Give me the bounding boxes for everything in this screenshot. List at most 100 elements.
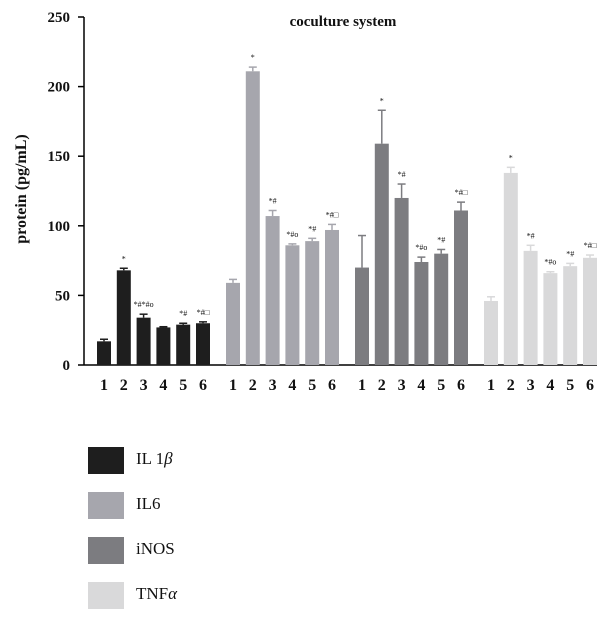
significance-label: *#o xyxy=(415,243,427,252)
legend-label-text: TNF xyxy=(136,584,168,603)
bar xyxy=(395,198,409,365)
bar xyxy=(246,71,260,365)
legend-swatch xyxy=(88,537,124,564)
significance-label: *# xyxy=(398,170,406,179)
x-tick-label: 5 xyxy=(179,377,187,394)
bar xyxy=(543,273,557,365)
x-tick-label: 1 xyxy=(487,377,495,394)
bar xyxy=(414,262,428,365)
y-tick-label: 0 xyxy=(63,358,71,374)
x-tick-label: 3 xyxy=(140,377,148,394)
x-tick-label: 3 xyxy=(398,377,406,394)
legend-label-text: IL6 xyxy=(136,494,161,513)
series-1: 1 * 2 *#*#o 3 4 *# 5 *#□ 6 xyxy=(97,254,210,394)
legend: IL 1β IL6 iNOS TNFα xyxy=(88,447,288,627)
bar xyxy=(355,268,369,365)
legend-item: IL 1β xyxy=(88,447,288,480)
legend-label-greek: α xyxy=(168,584,177,603)
legend-item: IL6 xyxy=(88,492,288,525)
bar xyxy=(583,258,597,365)
legend-swatch xyxy=(88,447,124,474)
bar xyxy=(484,301,498,365)
significance-label: * xyxy=(380,96,384,105)
y-axis-label: protein (pg/mL) xyxy=(13,134,30,243)
y-tick-label: 50 xyxy=(55,288,70,304)
x-tick-label: 6 xyxy=(586,377,594,394)
x-tick-label: 4 xyxy=(159,377,167,394)
x-tick-label: 4 xyxy=(546,377,554,394)
bar xyxy=(305,241,319,365)
significance-label: *#o xyxy=(286,230,298,239)
bar xyxy=(375,144,389,365)
bar xyxy=(524,251,538,365)
bar xyxy=(137,318,151,365)
x-tick-label: 2 xyxy=(120,377,128,394)
bar xyxy=(117,270,131,365)
bar xyxy=(434,254,448,365)
bar xyxy=(176,325,190,365)
legend-label-greek: β xyxy=(164,449,172,468)
bar xyxy=(504,173,518,365)
y-tick-label: 200 xyxy=(48,80,71,96)
bar xyxy=(97,341,111,365)
x-tick-label: 3 xyxy=(527,377,535,394)
significance-label: * xyxy=(509,153,513,162)
x-tick-label: 6 xyxy=(199,377,207,394)
x-tick-label: 4 xyxy=(288,377,296,394)
significance-label: *#*#o xyxy=(134,300,154,309)
chart-marks: 1*2*#*#o3 4*#5*#□6 1*2*#3*#o4*#5*#□6 1*2*#3… xyxy=(97,53,597,394)
significance-label: *# xyxy=(269,196,277,205)
significance-label: *# xyxy=(179,309,187,318)
y-tick-label: 150 xyxy=(48,149,71,165)
significance-label: * xyxy=(122,254,126,263)
significance-label: *# xyxy=(527,231,535,240)
y-tick-label: 100 xyxy=(48,219,71,235)
x-tick-label: 6 xyxy=(328,377,336,394)
bar xyxy=(156,327,170,365)
x-tick-label: 3 xyxy=(269,377,277,394)
x-tick-label: 1 xyxy=(358,377,366,394)
x-tick-label: 2 xyxy=(378,377,386,394)
bar xyxy=(285,245,299,365)
x-tick-label: 1 xyxy=(229,377,237,394)
series-3: 1 * 2 *# 3 *#o 4 *# 5 *#□ 6 xyxy=(355,96,468,394)
chart-title: coculture system xyxy=(290,14,397,30)
legend-item: TNFα xyxy=(88,582,288,615)
legend-label: IL6 xyxy=(136,494,161,514)
x-tick-label: 5 xyxy=(437,377,445,394)
bar xyxy=(226,283,240,365)
bar xyxy=(196,323,210,365)
x-tick-label: 5 xyxy=(566,377,574,394)
legend-swatch xyxy=(88,492,124,519)
series-2: 1 * 2 *# 3 *#o 4 *# 5 *#□ 6 xyxy=(226,53,339,394)
significance-label: *#o xyxy=(544,258,556,267)
bar-chart: coculture system protein (pg/mL) 0 50 100 1… xyxy=(0,0,599,440)
x-tick-label: 2 xyxy=(507,377,515,394)
significance-label: * xyxy=(251,53,255,62)
x-tick-label: 1 xyxy=(100,377,108,394)
legend-label: IL 1β xyxy=(136,449,173,469)
legend-label-text: IL 1 xyxy=(136,449,164,468)
legend-label: TNFα xyxy=(136,584,177,604)
legend-label-text: iNOS xyxy=(136,539,175,558)
bar xyxy=(563,266,577,365)
x-tick-label: 5 xyxy=(308,377,316,394)
bar xyxy=(266,216,280,365)
series-4: 1 * 2 *# 3 *#o 4 *# 5 *#□ 6 xyxy=(484,153,597,394)
legend-label: iNOS xyxy=(136,539,175,559)
significance-label: *#□ xyxy=(584,241,597,250)
significance-label: *# xyxy=(566,249,574,258)
legend-swatch xyxy=(88,582,124,609)
y-tick-label: 250 xyxy=(48,10,71,26)
x-tick-label: 2 xyxy=(249,377,257,394)
significance-label: *# xyxy=(437,235,445,244)
legend-item: iNOS xyxy=(88,537,288,570)
significance-label: *#□ xyxy=(455,188,468,197)
significance-label: *#□ xyxy=(197,308,210,317)
significance-label: *#□ xyxy=(326,210,339,219)
bar xyxy=(454,210,468,365)
x-tick-label: 4 xyxy=(417,377,425,394)
bar xyxy=(325,230,339,365)
significance-label: *# xyxy=(308,224,316,233)
x-tick-label: 6 xyxy=(457,377,465,394)
